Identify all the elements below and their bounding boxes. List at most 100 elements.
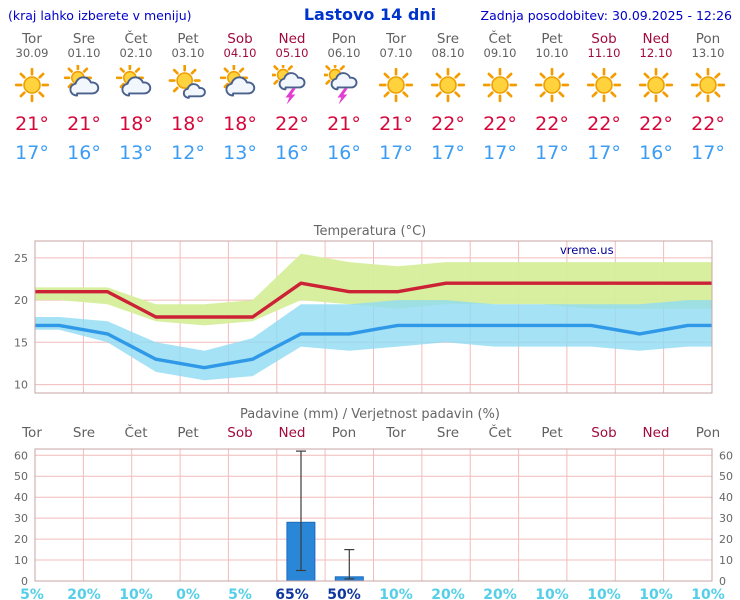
day-column-12.10[interactable]: Ned 12.10 22° 16°	[630, 32, 682, 168]
svg-text:20: 20	[719, 533, 733, 546]
page-title: Lastovo 14 dni	[303, 5, 437, 24]
menu-hint: (kraj lahko izberete v meniju)	[8, 8, 192, 23]
precip-day-label: Tor	[22, 425, 42, 441]
forecast-days-row: Tor 30.09 21° 17° Sre 01.10 21° 16° Čet 02.10 18° 1…	[0, 32, 740, 168]
day-name: Pet	[177, 31, 199, 47]
svg-text:60: 60	[719, 449, 733, 462]
day-max-temp: 18°	[171, 113, 205, 135]
weather-icon-sunny	[578, 60, 630, 110]
day-name: Čet	[488, 31, 512, 47]
day-min-temp: 17°	[431, 142, 465, 164]
day-date: 06.10	[327, 46, 361, 60]
svg-text:10: 10	[14, 379, 28, 392]
svg-text:50: 50	[719, 470, 733, 483]
day-max-temp: 22°	[691, 113, 725, 135]
day-name: Pon	[331, 31, 357, 47]
day-min-temp: 13°	[119, 142, 153, 164]
day-column-03.10[interactable]: Pet 03.10 18° 12°	[162, 32, 214, 168]
max-temp-line	[35, 281, 712, 319]
day-column-09.10[interactable]: Čet 09.10 22° 17°	[474, 32, 526, 168]
day-name: Tor	[386, 31, 406, 47]
day-min-temp: 17°	[587, 142, 621, 164]
svg-text:30: 30	[14, 512, 28, 525]
day-max-temp: 18°	[119, 113, 153, 135]
day-date: 04.10	[223, 46, 257, 60]
day-column-11.10[interactable]: Sob 11.10 22° 17°	[578, 32, 630, 168]
watermark: vreme.us	[560, 243, 614, 257]
precip-day-label: Čet	[488, 425, 512, 441]
svg-text:0: 0	[719, 575, 726, 587]
precip-chart-title: Padavine (mm) / Verjetnost padavin (%)	[240, 407, 500, 422]
precip-day-label: Ned	[642, 425, 670, 441]
day-column-10.10[interactable]: Pet 10.10 22° 17°	[526, 32, 578, 168]
day-date: 03.10	[171, 46, 205, 60]
day-date: 13.10	[691, 46, 725, 60]
day-min-temp: 17°	[483, 142, 517, 164]
day-min-temp: 16°	[275, 142, 309, 164]
day-name: Čet	[124, 31, 148, 47]
precip-probability: 10%	[587, 587, 621, 600]
day-max-temp: 22°	[431, 113, 465, 135]
day-name: Ned	[278, 31, 306, 47]
precip-day-label: Pon	[331, 425, 357, 441]
weather-icon-partly-sunny	[162, 60, 214, 110]
svg-text:20: 20	[14, 533, 28, 546]
day-column-01.10[interactable]: Sre 01.10 21° 16°	[58, 32, 110, 168]
day-column-30.09[interactable]: Tor 30.09 21° 17°	[6, 32, 58, 168]
svg-text:10: 10	[719, 554, 733, 567]
day-column-02.10[interactable]: Čet 02.10 18° 13°	[110, 32, 162, 168]
precip-day-label: Sre	[72, 425, 96, 441]
weather-icon-mostly-cloudy	[110, 60, 162, 110]
weather-icon-sunny	[682, 60, 734, 110]
temperature-chart: 10 15 20 25 Temperatura (°C) vreme.us	[14, 224, 713, 394]
day-date: 05.10	[275, 46, 309, 60]
day-date: 30.09	[15, 46, 49, 60]
day-column-04.10[interactable]: Sob 04.10 18° 13°	[214, 32, 266, 168]
day-name: Pon	[695, 31, 721, 47]
day-column-05.10[interactable]: Ned 05.10 22° 16°	[266, 32, 318, 168]
precip-day-label: Čet	[124, 425, 148, 441]
day-date: 09.10	[483, 46, 517, 60]
min-temp-line	[35, 323, 712, 370]
precipitation-chart: 0 0 10 10 20 20 30 30 40 40 50 50 60 60	[14, 448, 733, 587]
precip-probability: 10%	[535, 587, 569, 600]
svg-text:25: 25	[14, 252, 28, 265]
day-max-temp: 18°	[223, 113, 257, 135]
svg-text:40: 40	[719, 491, 733, 504]
day-column-13.10[interactable]: Pon 13.10 22° 17°	[682, 32, 734, 168]
weather-icon-thunderstorm	[266, 60, 318, 110]
precip-probability: 50%	[327, 587, 361, 600]
precip-probability: 10%	[119, 587, 153, 600]
precip-probability: 10%	[691, 587, 725, 600]
precip-day-label: Sre	[436, 425, 460, 441]
day-min-temp: 16°	[639, 142, 673, 164]
precip-day-label: Pet	[177, 425, 199, 441]
day-min-temp: 16°	[67, 142, 101, 164]
day-max-temp: 22°	[587, 113, 621, 135]
svg-text:15: 15	[14, 336, 28, 349]
day-column-07.10[interactable]: Tor 07.10 21° 17°	[370, 32, 422, 168]
day-name: Sob	[227, 31, 253, 47]
precip-day-label: Pon	[695, 425, 721, 441]
day-column-08.10[interactable]: Sre 08.10 22° 17°	[422, 32, 474, 168]
precip-probability: 5%	[20, 587, 44, 600]
day-max-temp: 21°	[67, 113, 101, 135]
precip-probability: 10%	[639, 587, 673, 600]
weather-icon-sunny	[474, 60, 526, 110]
precip-day-label: Sob	[591, 425, 617, 441]
header-bar: (kraj lahko izberete v meniju) Lastovo 1…	[0, 0, 740, 24]
precip-probability: 5%	[228, 587, 252, 600]
day-date: 08.10	[431, 46, 465, 60]
precip-probability: 65%	[275, 587, 309, 600]
precip-day-label: Sob	[227, 425, 253, 441]
day-max-temp: 22°	[275, 113, 309, 135]
day-max-temp: 21°	[15, 113, 49, 135]
precip-probability: 0%	[176, 587, 200, 600]
temp-chart-title: Temperatura (°C)	[313, 224, 426, 239]
day-min-temp: 17°	[15, 142, 49, 164]
weather-icon-sunny	[6, 60, 58, 110]
day-column-06.10[interactable]: Pon 06.10 21° 16°	[318, 32, 370, 168]
day-name: Pet	[541, 31, 563, 47]
day-max-temp: 21°	[379, 113, 413, 135]
